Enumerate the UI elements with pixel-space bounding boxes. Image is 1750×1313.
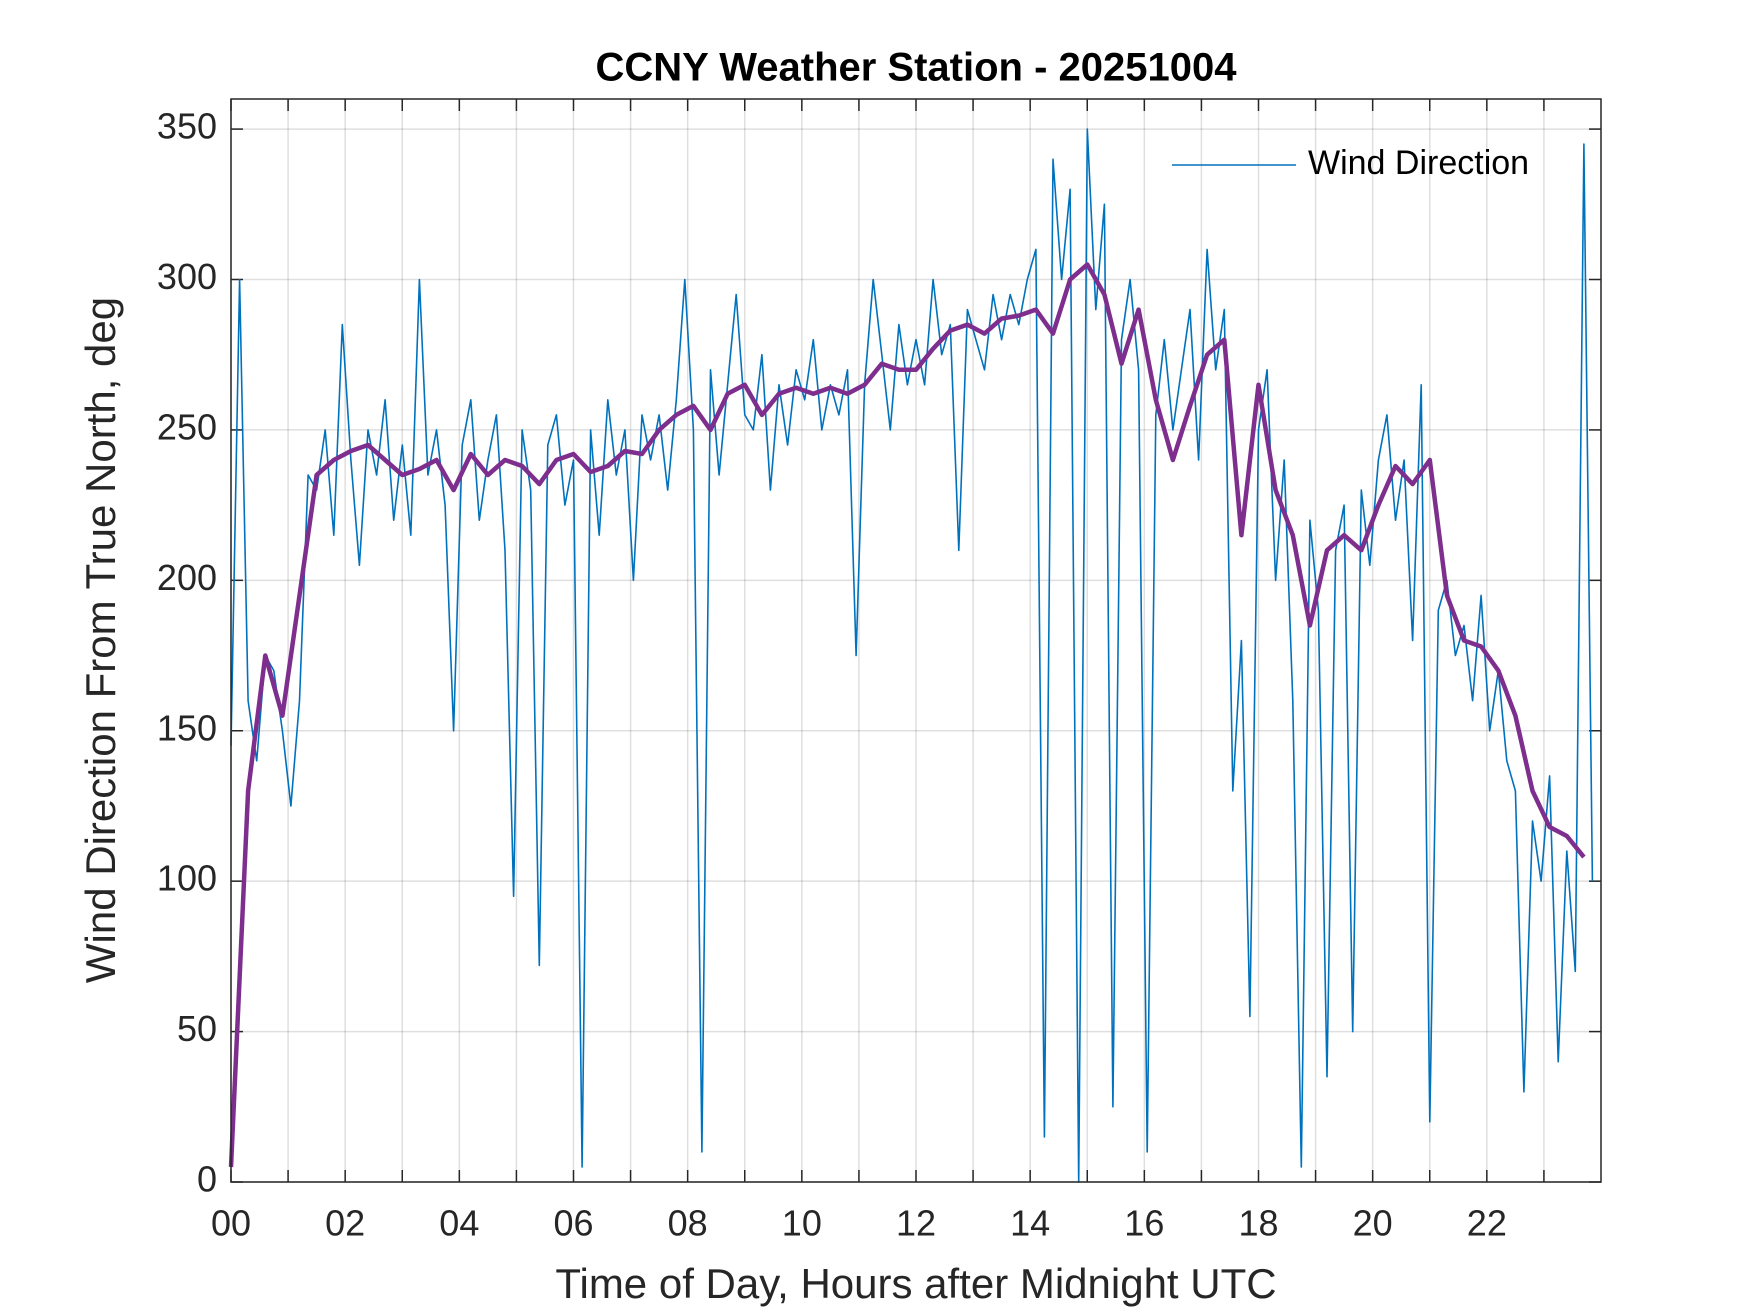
x-tick-label: 06: [553, 1203, 593, 1244]
x-tick-label: 04: [439, 1203, 479, 1244]
y-tick-label: 350: [157, 106, 217, 147]
y-tick-label: 150: [157, 707, 217, 748]
x-tick-label: 02: [325, 1203, 365, 1244]
plot-area: [231, 99, 1601, 1182]
legend-label: Wind Direction: [1308, 144, 1529, 182]
y-tick-label: 250: [157, 406, 217, 447]
axes-box: [230, 98, 1602, 1183]
y-tick-label: 100: [157, 858, 217, 899]
x-tick-label: 16: [1124, 1203, 1164, 1244]
y-tick-label: 0: [197, 1159, 217, 1200]
line-series: [228, 262, 1586, 1168]
x-tick-label: 18: [1238, 1203, 1278, 1244]
x-tick-label: 22: [1467, 1203, 1507, 1244]
x-axis-label: Time of Day, Hours after Midnight UTC: [555, 1260, 1276, 1307]
y-tick-label: 200: [157, 557, 217, 598]
y-axis-label: Wind Direction From True North, deg: [77, 297, 124, 983]
chart-title: CCNY Weather Station - 20251004: [596, 46, 1238, 90]
y-tick-label: 300: [157, 256, 217, 297]
x-tick-label: 10: [782, 1203, 822, 1244]
x-tick-label: 12: [896, 1203, 936, 1244]
x-tick-label: 00: [211, 1203, 251, 1244]
x-tick-label: 08: [668, 1203, 708, 1244]
y-tick-label: 50: [177, 1008, 217, 1049]
line-series: [230, 128, 1594, 1183]
x-tick-label: 20: [1353, 1203, 1393, 1244]
x-tick-label: 14: [1010, 1203, 1050, 1244]
